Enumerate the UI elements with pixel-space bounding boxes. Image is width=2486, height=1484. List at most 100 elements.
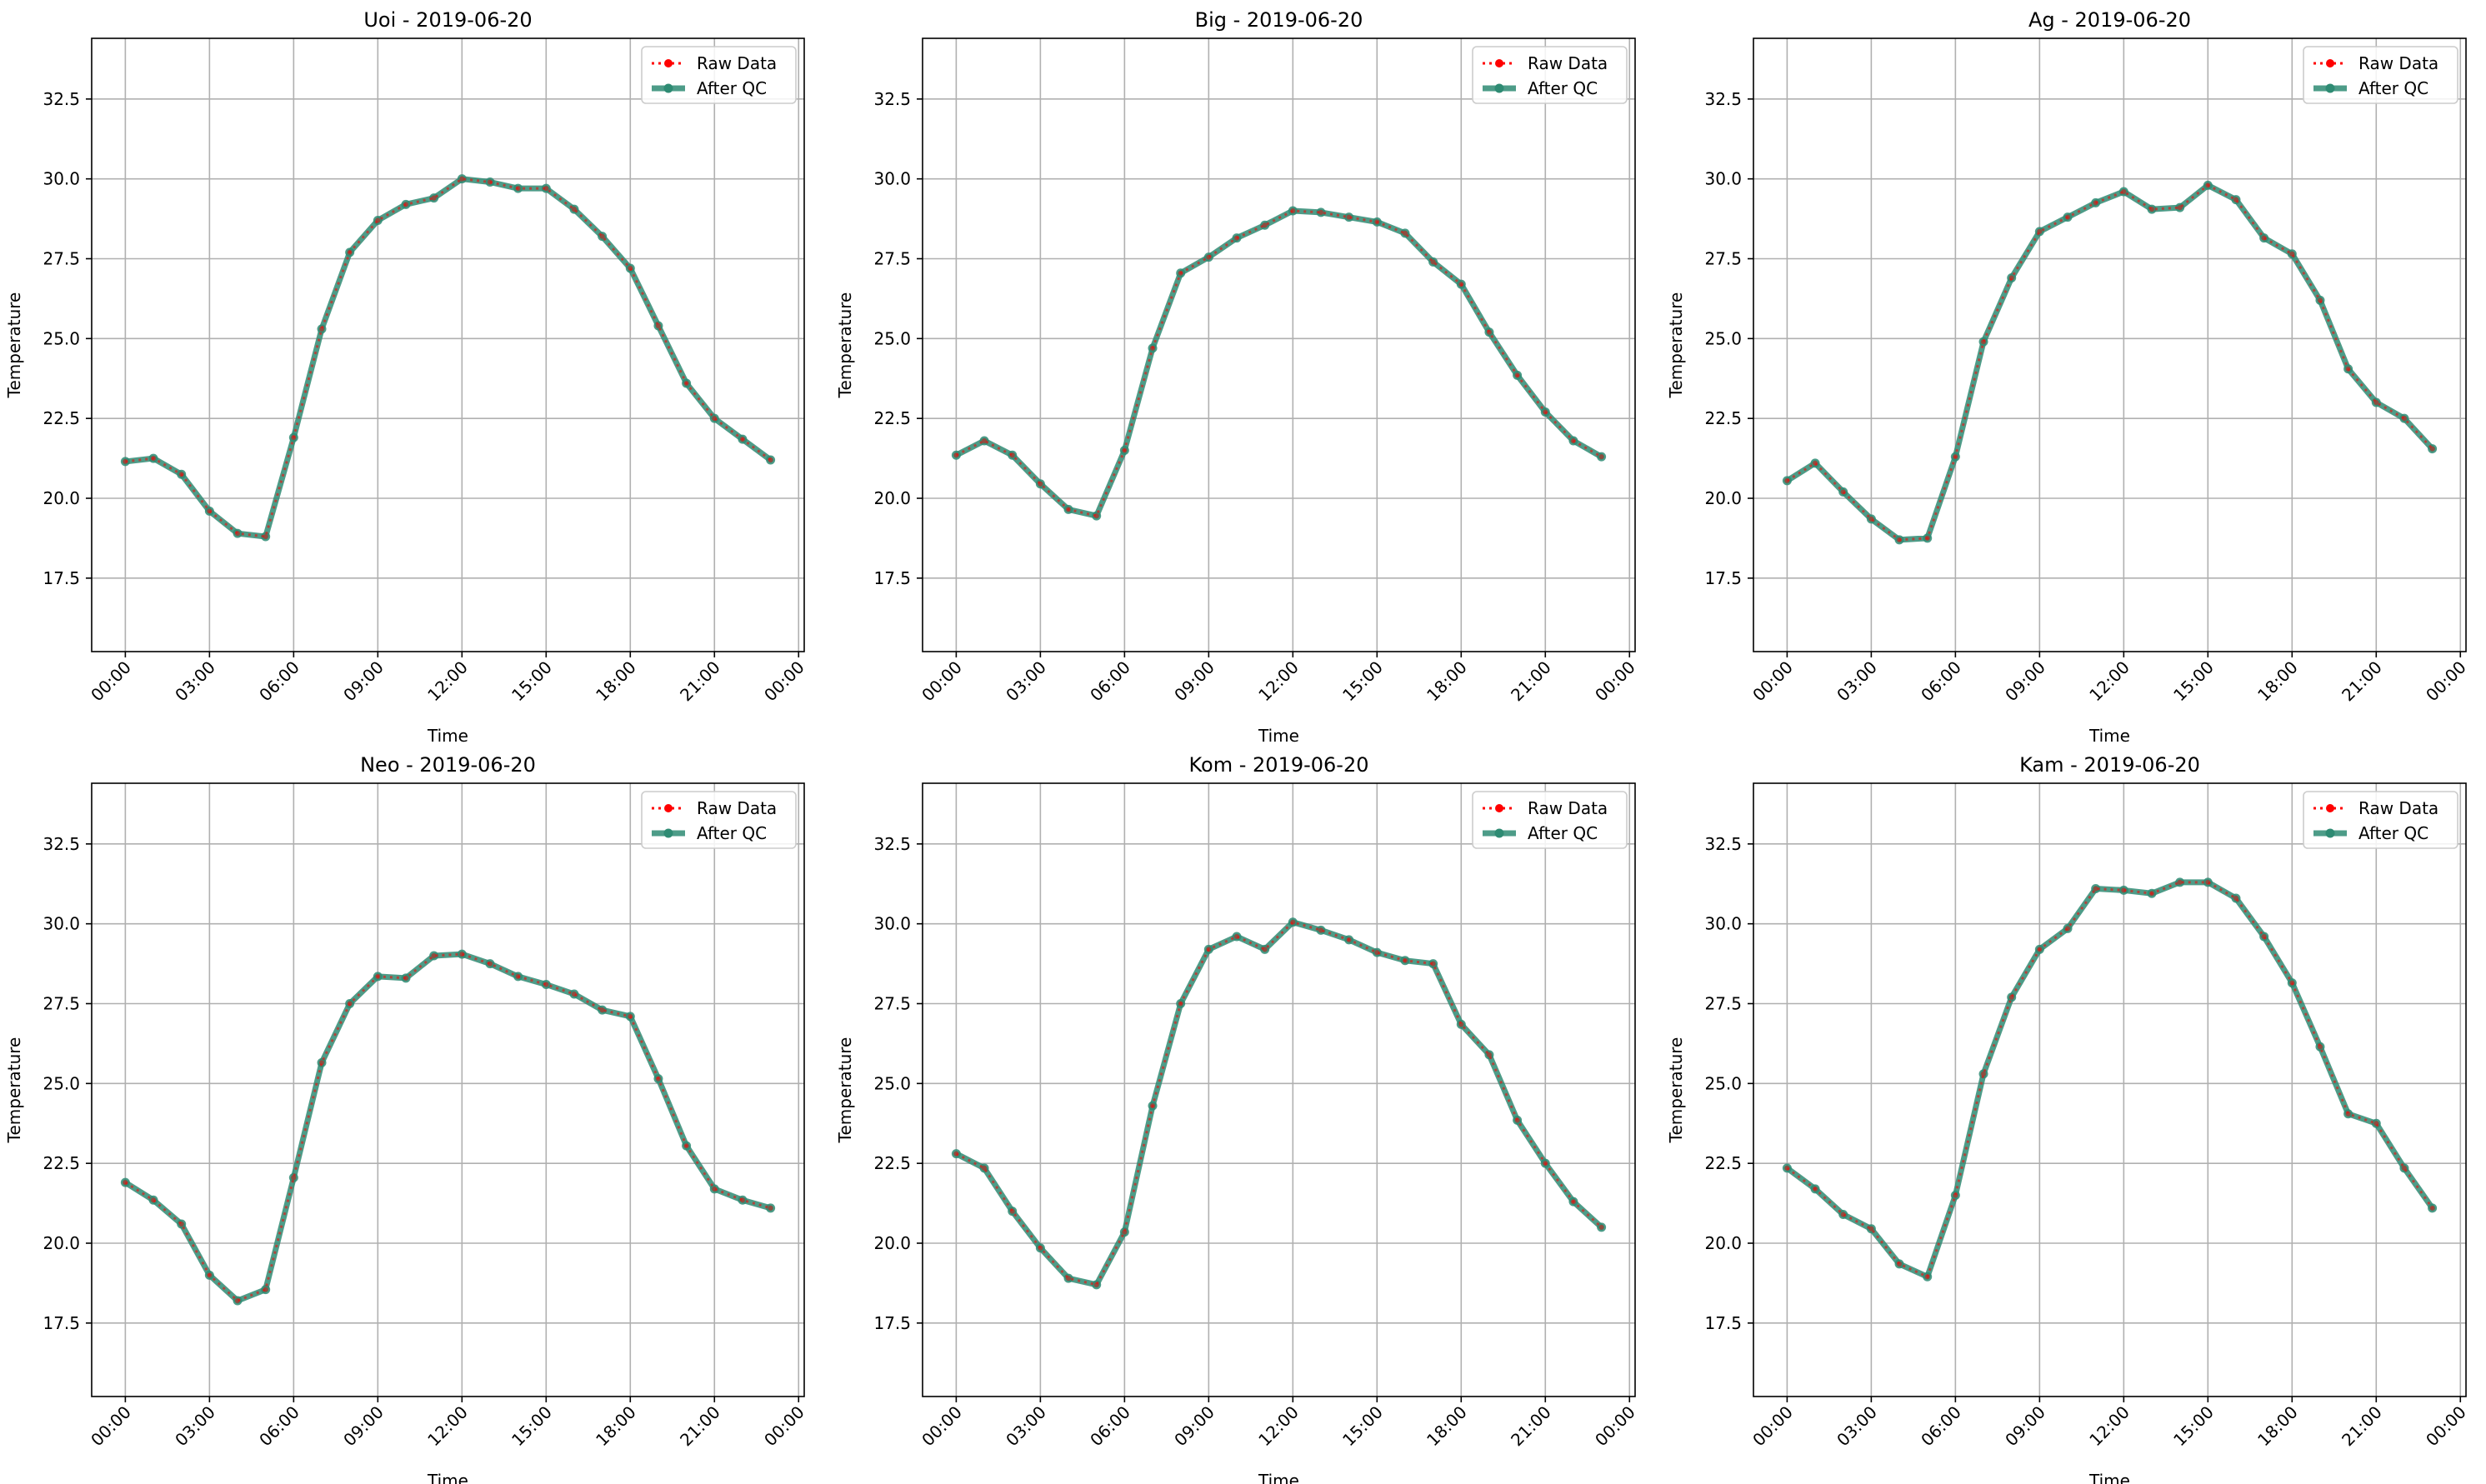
after-qc-point [1288, 206, 1298, 216]
raw-data-point [2261, 235, 2267, 241]
after-qc-point [233, 1296, 243, 1306]
after-qc-point [1232, 932, 1242, 942]
y-tick-label: 32.5 [1704, 834, 1742, 854]
legend-qc-swatch-marker [2325, 828, 2335, 838]
raw-data-point [1924, 535, 1930, 541]
raw-data-point [1813, 1186, 1818, 1192]
after-qc-point [738, 1195, 748, 1205]
y-tick-label: 32.5 [1704, 89, 1742, 109]
raw-data-point [515, 973, 521, 979]
axes-frame [91, 37, 805, 652]
legend-qc-label: After QC [1528, 823, 1598, 843]
after-qc-point [317, 1057, 327, 1067]
raw-data-point [2121, 189, 2127, 194]
raw-data-point [543, 982, 549, 987]
raw-data-point [628, 1013, 633, 1019]
y-tick-label: 22.5 [1704, 1153, 1742, 1173]
raw-data-point [2289, 980, 2295, 986]
after-qc-point [2343, 1109, 2353, 1119]
raw-data-point [628, 266, 633, 271]
raw-data-point [291, 435, 297, 441]
raw-data-point [1981, 339, 1987, 345]
raw-data-point [1458, 1022, 1464, 1027]
after-qc-point [1894, 1259, 1904, 1269]
legend-qc-label: After QC [2358, 78, 2428, 98]
y-tick-label: 17.5 [43, 1313, 80, 1333]
after-qc-point [1344, 212, 1354, 222]
raw-data-point [263, 1287, 268, 1292]
raw-data-series-line [1786, 183, 2433, 542]
raw-data-point [2093, 886, 2098, 892]
after-qc-point [766, 1203, 776, 1213]
axes-frame [922, 782, 1636, 1397]
y-axis-label: Temperature [1666, 1037, 1686, 1144]
raw-data-point [2148, 207, 2154, 212]
raw-data-point [1346, 214, 1352, 220]
raw-data-series-line [124, 952, 772, 1302]
raw-data-point [2345, 366, 2351, 372]
raw-data-point [235, 1298, 241, 1303]
raw-data-point [2429, 1205, 2435, 1211]
raw-data-point [1543, 1161, 1548, 1167]
legend: Raw Data After QC [641, 46, 797, 104]
raw-data-point [487, 961, 493, 967]
raw-data-point [207, 1272, 213, 1278]
after-qc-point [709, 413, 719, 423]
raw-data-point [2345, 1111, 2351, 1117]
raw-data-point [2121, 887, 2127, 893]
after-qc-point [1513, 1115, 1523, 1125]
raw-data-point [768, 457, 773, 462]
legend-qc-swatch-marker [663, 83, 673, 93]
raw-data-point [2401, 416, 2407, 422]
raw-data-point [2177, 879, 2183, 885]
raw-data-point [739, 1197, 745, 1203]
raw-data-point [1784, 1165, 1790, 1171]
raw-data-point [2093, 200, 2098, 206]
after-qc-point [1810, 458, 1820, 468]
legend: Raw Data After QC [641, 791, 797, 849]
raw-data-point [1150, 1103, 1156, 1109]
after-qc-point [625, 263, 635, 273]
raw-data-point [2289, 251, 2295, 257]
raw-data-point [1924, 1274, 1930, 1280]
raw-data-point [1150, 345, 1156, 351]
raw-data-point [2317, 297, 2323, 303]
raw-data-point [712, 416, 718, 422]
raw-data-point [1066, 1276, 1072, 1282]
raw-data-point [459, 176, 465, 182]
raw-data-point [1402, 957, 1408, 963]
raw-data-point [2373, 400, 2379, 405]
raw-data-point [1262, 222, 1268, 228]
raw-data-point [1458, 282, 1464, 287]
raw-data-point [982, 438, 988, 443]
y-tick-label: 20.0 [873, 1233, 911, 1253]
raw-data-point [403, 202, 409, 207]
raw-data-point [1840, 489, 1846, 495]
raw-data-point [953, 452, 959, 458]
y-tick-label: 17.5 [873, 1313, 911, 1333]
raw-data-point [123, 458, 128, 464]
after-qc-point [2315, 295, 2325, 305]
raw-data-point [1570, 438, 1576, 443]
x-axis-label: Time [2088, 1471, 2130, 1484]
legend-raw-swatch-marker [664, 804, 673, 812]
raw-data-point [2148, 891, 2154, 897]
y-tick-label: 17.5 [1704, 1313, 1742, 1333]
raw-data-point [2261, 934, 2267, 939]
after-qc-point [1316, 925, 1326, 935]
legend-qc-label: After QC [1528, 78, 1598, 98]
y-tick-label: 17.5 [1704, 568, 1742, 588]
after-qc-point [2175, 877, 2185, 887]
after-qc-point [485, 959, 495, 969]
y-tick-label: 25.0 [43, 1073, 80, 1093]
raw-data-point [953, 1151, 959, 1157]
raw-data-point [2065, 926, 2071, 932]
raw-data-point [1178, 1001, 1183, 1007]
raw-data-point [2401, 1165, 2407, 1171]
raw-data-point [1598, 1224, 1604, 1230]
y-tick-label: 30.0 [873, 914, 911, 934]
after-qc-point [2399, 413, 2409, 423]
y-tick-label: 25.0 [1704, 1073, 1742, 1093]
raw-data-point [151, 456, 157, 462]
